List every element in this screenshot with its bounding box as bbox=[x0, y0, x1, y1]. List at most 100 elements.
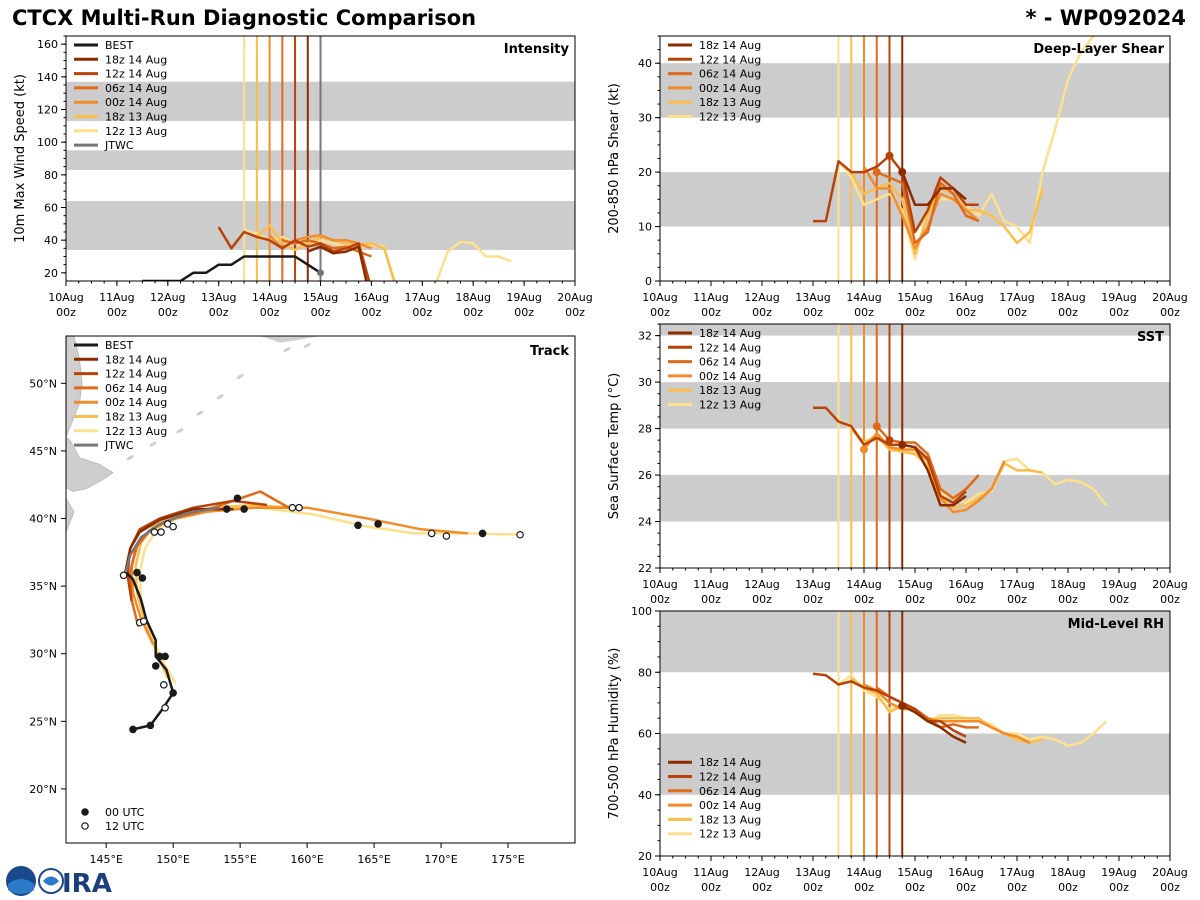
x-tick-day: 18Aug bbox=[1050, 578, 1085, 591]
x-tick-hour: 00z bbox=[260, 306, 280, 319]
y-tick-label: 20 bbox=[638, 850, 652, 863]
track-marker bbox=[129, 725, 137, 734]
series-line bbox=[902, 443, 967, 507]
x-tick-day: 13Aug bbox=[795, 578, 830, 591]
y-axis-label: 10m Max Wind Speed (kt) bbox=[13, 74, 28, 243]
x-tick-day: 20Aug bbox=[557, 291, 592, 304]
x-tick-day: 13Aug bbox=[795, 291, 830, 304]
x-tick-day: 14Aug bbox=[846, 578, 881, 591]
series-line bbox=[875, 425, 980, 500]
x-tick-day: 16Aug bbox=[354, 291, 389, 304]
legend-label: 06z 14 Aug bbox=[699, 356, 761, 369]
legend-label: 12z 14 Aug bbox=[699, 53, 761, 66]
chart-intensity: 20 40 60 80 100 120 140 160 10Aug 00z 11Aug 00z 12Au… bbox=[13, 35, 593, 319]
marker-legend-symbol bbox=[81, 808, 89, 816]
track-marker bbox=[288, 503, 297, 512]
x-tick-hour: 00z bbox=[56, 306, 76, 319]
track-marker bbox=[233, 494, 242, 503]
legend-label: 06z 14 Aug bbox=[105, 82, 167, 95]
x-tick-hour: 00z bbox=[701, 881, 721, 894]
legend-label: 00z 14 Aug bbox=[105, 396, 167, 409]
track-marker bbox=[151, 662, 160, 670]
init-dot bbox=[885, 436, 894, 445]
legend-label: 12z 13 Aug bbox=[699, 828, 761, 841]
x-tick-hour: 00z bbox=[803, 881, 823, 894]
legend-label: 00z 14 Aug bbox=[699, 82, 761, 95]
track-marker bbox=[138, 574, 147, 582]
y-tick-label: 0 bbox=[645, 275, 652, 288]
chart-title: Intensity bbox=[504, 42, 570, 57]
track-marker bbox=[442, 532, 451, 540]
legend-label: 12z 13 Aug bbox=[105, 125, 167, 138]
track-marker bbox=[222, 505, 231, 513]
x-tick-day: 18Aug bbox=[1050, 291, 1085, 304]
series-line bbox=[281, 238, 372, 258]
x-tick-hour: 00z bbox=[1007, 306, 1027, 319]
x-tick-hour: 00z bbox=[1109, 306, 1129, 319]
y-tick-label: 80 bbox=[44, 169, 58, 182]
series-group bbox=[812, 672, 1108, 748]
series-line bbox=[813, 154, 979, 234]
x-tick-hour: 00z bbox=[854, 881, 874, 894]
map-content bbox=[66, 336, 524, 734]
legend-label: JTWC bbox=[104, 439, 134, 452]
x-tick-day: 15Aug bbox=[897, 291, 932, 304]
y-tick-label: 24 bbox=[638, 516, 652, 529]
jtwc-dot bbox=[317, 269, 324, 277]
x-tick-day: 10Aug bbox=[48, 291, 83, 304]
x-tick-hour: 00z bbox=[956, 306, 976, 319]
x-tick-hour: 00z bbox=[905, 306, 925, 319]
track-marker bbox=[161, 652, 169, 661]
x-tick-hour: 00z bbox=[311, 306, 331, 319]
y-axis-label: Sea Surface Temp (°C) bbox=[607, 373, 622, 520]
track-marker bbox=[119, 571, 128, 580]
globe-land-icon bbox=[43, 876, 59, 886]
x-tick-hour: 00z bbox=[752, 881, 772, 894]
chart-title: SST bbox=[1137, 330, 1164, 345]
x-tick-day: 14Aug bbox=[846, 291, 881, 304]
landmass bbox=[260, 336, 321, 343]
track-marker bbox=[159, 681, 168, 689]
x-tick-hour: 00z bbox=[854, 593, 874, 606]
x-tick-day: 18Aug bbox=[1050, 866, 1085, 879]
legend-label: 18z 13 Aug bbox=[699, 813, 761, 826]
island bbox=[303, 343, 311, 348]
track-marker bbox=[169, 689, 177, 697]
shaded-band bbox=[660, 611, 1170, 673]
track-marker bbox=[139, 617, 148, 626]
track-marker bbox=[240, 505, 248, 513]
x-tick-hour: 00z bbox=[650, 593, 670, 606]
x-tick-hour: 00z bbox=[1007, 881, 1027, 894]
x-tick-hour: 00z bbox=[1007, 593, 1027, 606]
track-line bbox=[123, 507, 234, 575]
series-line bbox=[901, 704, 967, 744]
y-tick-label: 32 bbox=[638, 330, 652, 343]
x-tick-hour: 00z bbox=[956, 881, 976, 894]
track-marker bbox=[146, 721, 155, 730]
y-tick-label: 26 bbox=[638, 469, 652, 482]
legend-label: 18z 14 Aug bbox=[105, 353, 167, 366]
x-tick-hour: 00z bbox=[1160, 881, 1180, 894]
legend-label: 12z 13 Aug bbox=[699, 399, 761, 412]
chart-title: Track bbox=[530, 344, 569, 359]
init-dot bbox=[860, 445, 868, 454]
y-tick-label: 50°N bbox=[29, 377, 57, 390]
x-tick-day: 16Aug bbox=[948, 866, 983, 879]
chart-rh: 20 40 60 80 100 10Aug 00z 11Aug 00z 12Aug 00z 13Aug… bbox=[607, 605, 1188, 894]
series-line bbox=[850, 677, 1043, 744]
x-tick-day: 12Aug bbox=[744, 578, 779, 591]
chart-title: Mid-Level RH bbox=[1068, 617, 1164, 632]
x-tick-day: 19Aug bbox=[1101, 866, 1136, 879]
x-tick-hour: 00z bbox=[1109, 593, 1129, 606]
cira-logo-text: IRA bbox=[62, 869, 112, 898]
shaded-band bbox=[660, 324, 1170, 336]
x-tick-hour: 00z bbox=[650, 306, 670, 319]
legend-label: 12z 14 Aug bbox=[105, 68, 167, 81]
x-tick-day: 14Aug bbox=[252, 291, 287, 304]
series-group bbox=[142, 224, 512, 281]
legend-label: 18z 14 Aug bbox=[699, 39, 761, 52]
y-tick-label: 10 bbox=[638, 221, 652, 234]
storm-id: * - WP092024 bbox=[1025, 6, 1186, 30]
y-tick-label: 60 bbox=[44, 202, 58, 215]
legend-label: 12z 14 Aug bbox=[699, 341, 761, 354]
